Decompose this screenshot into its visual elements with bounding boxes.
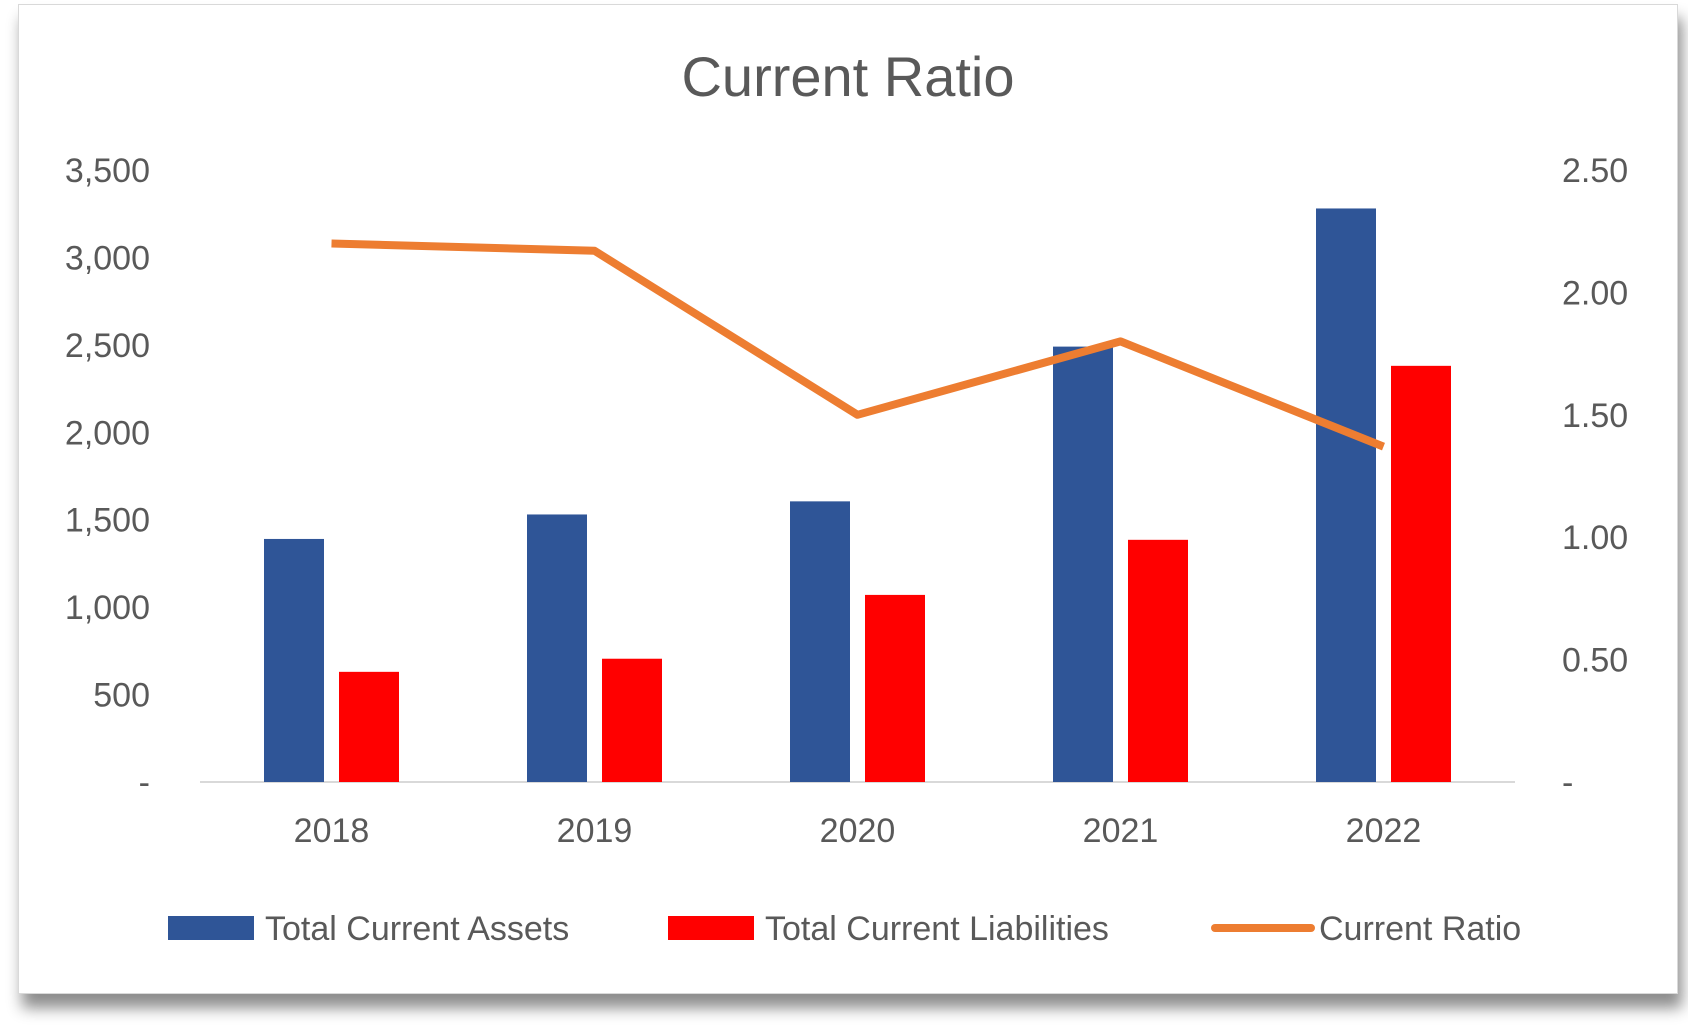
- bar-total-current-liabilities: [1128, 539, 1188, 782]
- x-axis-tick-label: 2019: [557, 812, 633, 850]
- right-axis-tick-label: 1.00: [1562, 519, 1628, 557]
- bar-total-current-assets: [527, 514, 587, 782]
- x-axis-tick-label: 2020: [820, 812, 896, 850]
- right-axis-tick-label: 2.50: [1562, 152, 1628, 190]
- left-axis-tick-label: 1,000: [65, 589, 150, 627]
- bar-total-current-assets: [1316, 208, 1376, 782]
- left-axis-tick-label: 2,500: [65, 327, 150, 365]
- bar-total-current-assets: [1053, 346, 1113, 782]
- left-axis-tick-label: -: [139, 764, 150, 802]
- left-axis-tick-label: 2,000: [65, 414, 150, 452]
- plot-area: - 500 1,000 1,500 2,000 2,500 3,000 3,500 - 0.50 1…: [65, 152, 1628, 850]
- legend-label: Current Ratio: [1319, 910, 1521, 948]
- bar-total-current-assets: [264, 538, 324, 782]
- right-axis-tick-label: 1.50: [1562, 397, 1628, 435]
- bar-total-current-liabilities: [865, 594, 925, 782]
- legend-swatch-total-current-liabilities: [668, 916, 754, 940]
- right-axis-tick-label: 2.00: [1562, 274, 1628, 312]
- bar-total-current-assets: [790, 501, 850, 782]
- x-axis-tick-label: 2018: [294, 812, 370, 850]
- bar-total-current-liabilities: [1391, 365, 1451, 782]
- x-axis-tick-label: 2022: [1346, 812, 1422, 850]
- bar-total-current-liabilities: [602, 658, 662, 782]
- legend-label: Total Current Assets: [265, 910, 569, 948]
- right-axis-tick-label: -: [1562, 764, 1573, 802]
- left-axis-tick-label: 3,500: [65, 152, 150, 190]
- legend-label: Total Current Liabilities: [765, 910, 1109, 948]
- x-axis-tick-label: 2021: [1083, 812, 1159, 850]
- left-axis-tick-label: 1,500: [65, 502, 150, 540]
- line-current-ratio: [331, 239, 1385, 451]
- right-axis-tick-label: 0.50: [1562, 642, 1628, 680]
- bar-total-current-liabilities: [339, 671, 399, 782]
- legend-swatch-total-current-assets: [168, 916, 254, 940]
- left-axis-tick-label: 3,000: [65, 239, 150, 277]
- legend: Total Current Assets Total Current Liabil…: [168, 910, 1521, 948]
- left-axis-tick-label: 500: [93, 677, 150, 715]
- chart-title: Current Ratio: [681, 45, 1014, 108]
